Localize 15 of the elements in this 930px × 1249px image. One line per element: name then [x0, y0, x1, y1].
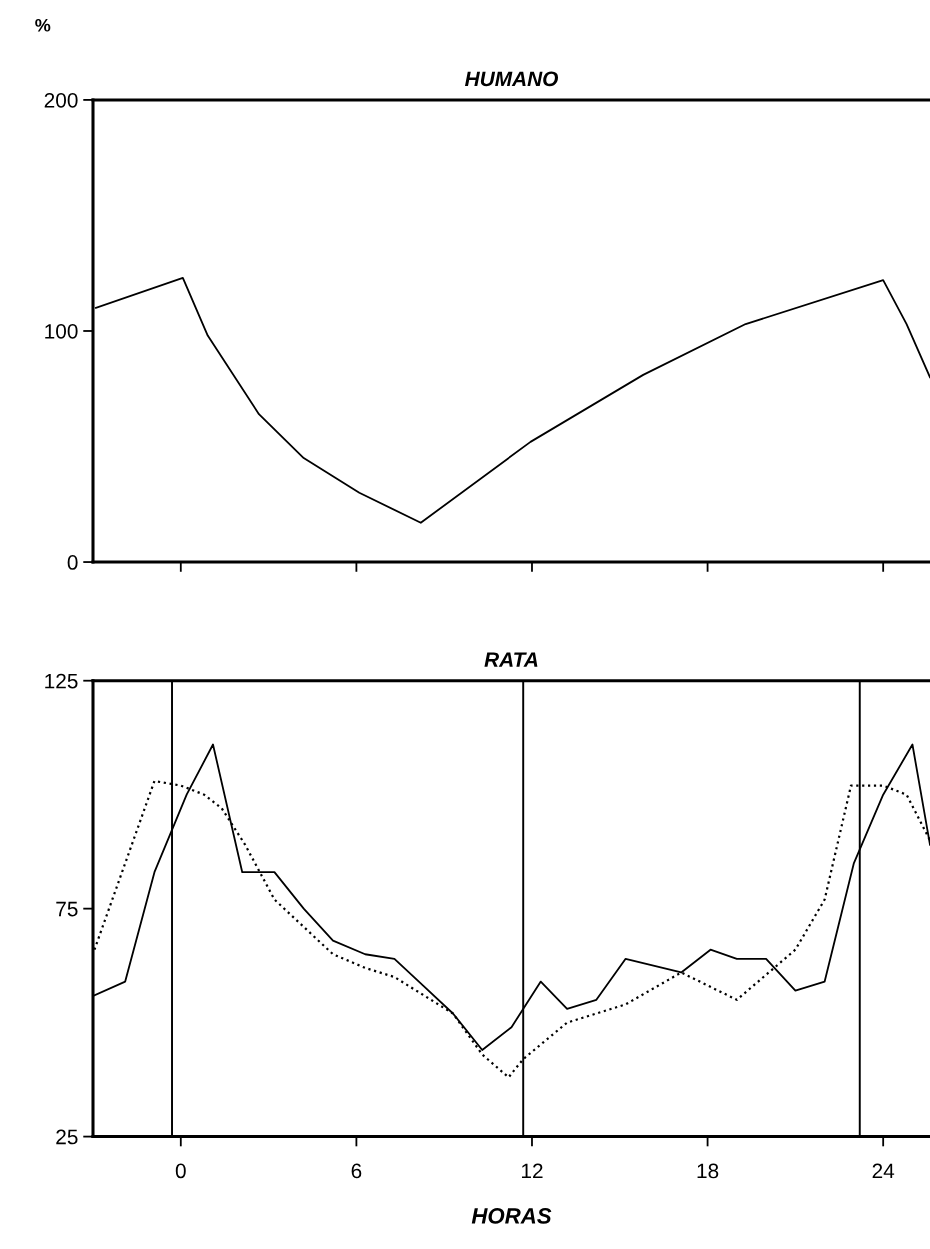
x-tick-label: 6: [351, 1163, 362, 1179]
x-tick-label: 12: [521, 1163, 543, 1179]
x-axis-title: HORAS: [471, 1207, 552, 1224]
y-tick-label: 75: [56, 901, 78, 917]
y-tick-label: 125: [45, 673, 78, 689]
y-tick-label: 200: [44, 92, 78, 108]
y-tick-label: 25: [56, 1129, 78, 1145]
x-tick-label: 0: [175, 1163, 186, 1179]
chart-title: RATA: [484, 652, 538, 667]
y-tick-label: 0: [67, 555, 78, 570]
chart-title: HUMANO: [465, 71, 559, 87]
x-tick-label: 18: [697, 1163, 719, 1179]
y-tick-label: 100: [45, 323, 78, 339]
y-axis-title: %: [35, 18, 51, 32]
x-tick-label: 24: [872, 1163, 895, 1179]
